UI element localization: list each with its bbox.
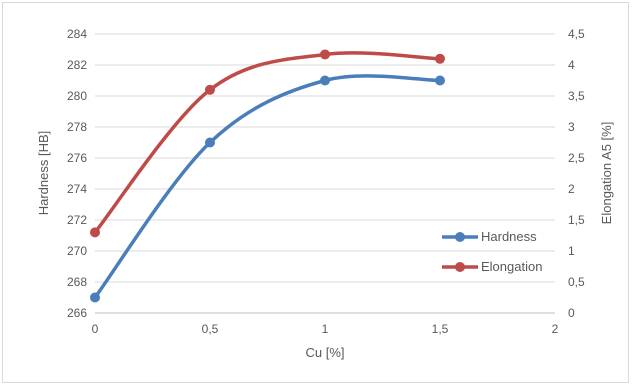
left-tick-label: 270 (67, 244, 87, 258)
elongation-data-point (320, 49, 330, 60)
right-axis-title: Elongation A5 [%] (599, 122, 614, 225)
right-tick-label: 2 (568, 182, 575, 196)
left-tick-label: 282 (67, 58, 87, 72)
right-tick-label: 1 (568, 244, 575, 258)
elongation-data-point (90, 227, 100, 238)
right-tick-label: 4,5 (568, 27, 585, 41)
legend-item-elongation: Elongation (442, 259, 542, 274)
x-axis-ticks: 0 0,5 1 1,5 2 (92, 322, 559, 336)
left-tick-label: 268 (67, 275, 87, 289)
x-tick-label: 2 (552, 322, 559, 336)
legend-marker (455, 262, 465, 272)
legend: Hardness Elongation (442, 229, 542, 274)
legend-label: Elongation (481, 259, 542, 274)
legend-label: Hardness (481, 229, 537, 244)
right-tick-label: 0 (568, 306, 575, 320)
left-tick-label: 272 (67, 213, 87, 227)
x-tick-label: 0 (92, 322, 99, 336)
left-tick-label: 274 (67, 182, 87, 196)
hardness-series-line (93, 74, 442, 300)
series-layer (90, 49, 445, 303)
right-tick-label: 3,5 (568, 89, 585, 103)
x-tick-label: 1,5 (432, 322, 449, 336)
right-tick-label: 1,5 (568, 213, 585, 227)
hardness-data-point (205, 137, 215, 148)
legend-item-hardness: Hardness (442, 229, 537, 244)
x-axis-title: Cu [%] (305, 345, 344, 360)
legend-marker (455, 232, 465, 242)
left-axis-title: Hardness [HB] (36, 131, 51, 216)
elongation-data-point (205, 84, 215, 95)
right-axis-ticks: 0 0,5 1 1,5 2 2,5 3 3,5 4 4,5 (568, 27, 585, 320)
x-tick-label: 1 (322, 322, 329, 336)
left-tick-label: 278 (67, 120, 87, 134)
hardness-data-point (320, 75, 330, 86)
right-tick-label: 0,5 (568, 275, 585, 289)
hardness-data-point (90, 292, 100, 303)
left-axis-ticks: 266 268 270 272 274 276 278 280 282 284 (67, 27, 87, 320)
left-tick-label: 280 (67, 89, 87, 103)
left-tick-label: 276 (67, 151, 87, 165)
elongation-data-point (435, 53, 445, 64)
right-tick-label: 2,5 (568, 151, 585, 165)
right-tick-label: 3 (568, 120, 575, 134)
left-tick-label: 266 (67, 306, 87, 320)
x-tick-label: 0,5 (202, 322, 219, 336)
left-tick-label: 284 (67, 27, 87, 41)
gridlines (95, 33, 555, 283)
right-tick-label: 4 (568, 58, 575, 72)
hardness-data-point (435, 75, 445, 86)
elongation-series-line (93, 51, 442, 235)
